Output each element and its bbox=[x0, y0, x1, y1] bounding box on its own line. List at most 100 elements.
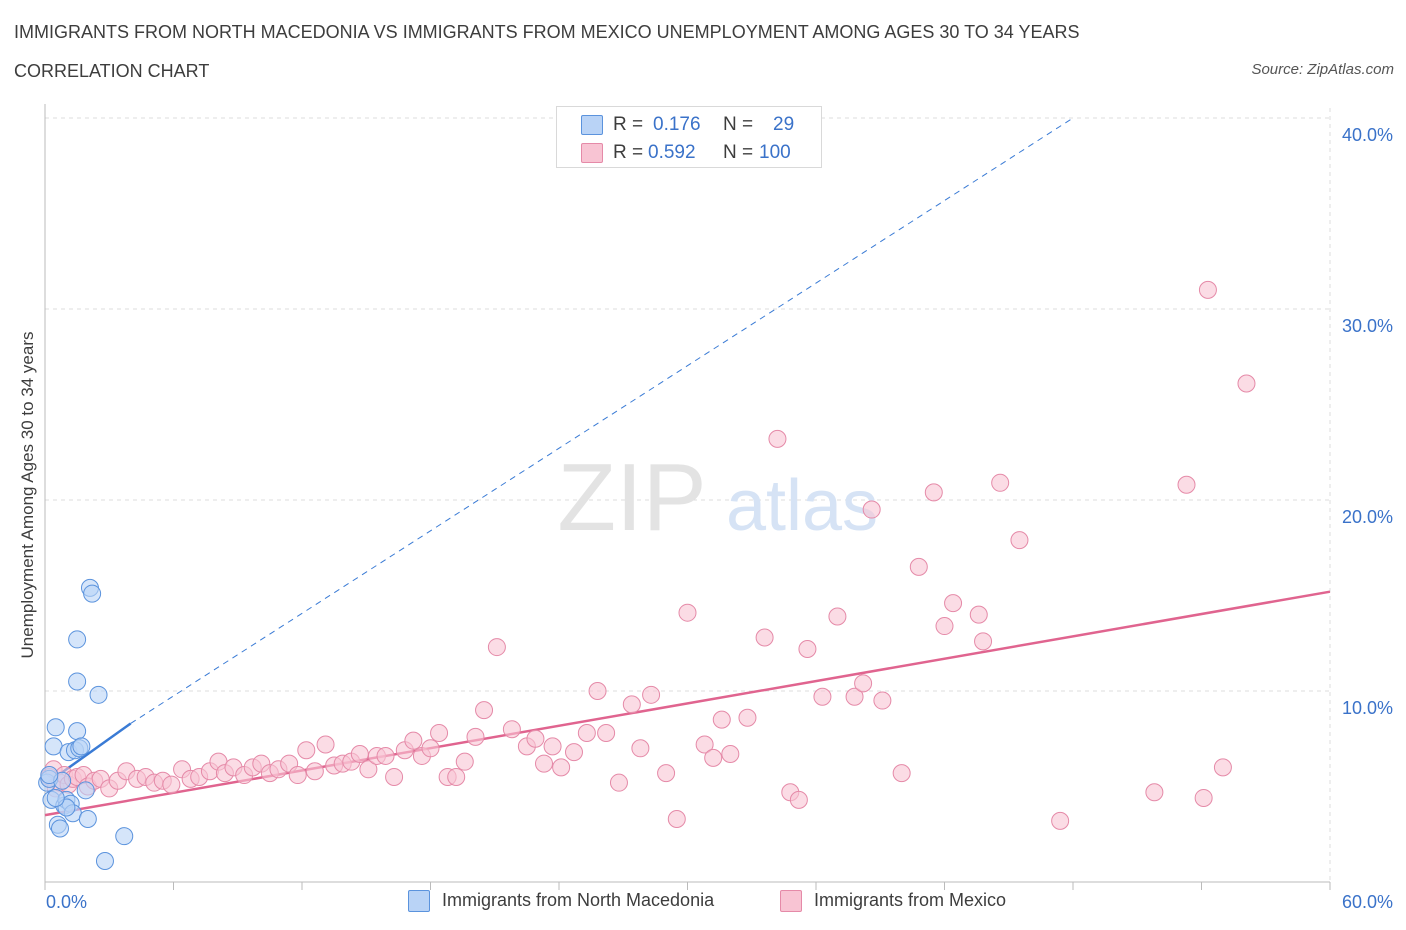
point-mexico bbox=[873, 691, 892, 710]
point-mexico bbox=[704, 748, 723, 767]
point-mexico bbox=[991, 473, 1010, 492]
chart-subtitle: CORRELATION CHART bbox=[14, 61, 210, 81]
point-mexico bbox=[359, 760, 378, 779]
point-mexico bbox=[969, 605, 988, 624]
point-mexico bbox=[350, 745, 369, 764]
point-mexico bbox=[974, 632, 993, 651]
source-credit: Source: ZipAtlas.com bbox=[1251, 61, 1394, 78]
point-mexico bbox=[1051, 811, 1070, 830]
bottom-legend-label: Immigrants from Mexico bbox=[814, 890, 1007, 910]
point-mexico bbox=[543, 737, 562, 756]
point-north-macedonia bbox=[76, 781, 95, 800]
point-mexico bbox=[404, 731, 423, 750]
point-mexico bbox=[695, 735, 714, 754]
point-north-macedonia bbox=[44, 737, 63, 756]
point-mexico bbox=[1194, 788, 1213, 807]
legend-r-label: R = bbox=[613, 114, 644, 135]
point-mexico bbox=[455, 752, 474, 771]
point-mexico bbox=[622, 695, 641, 714]
point-mexico bbox=[609, 773, 628, 792]
point-north-macedonia bbox=[46, 788, 65, 807]
legend-r-value: 0.176 bbox=[653, 114, 701, 135]
point-mexico bbox=[316, 735, 335, 754]
y-tick-label: 10.0% bbox=[1342, 698, 1393, 718]
point-north-macedonia bbox=[95, 851, 114, 870]
point-mexico bbox=[944, 594, 963, 613]
point-north-macedonia bbox=[68, 722, 87, 741]
point-mexico bbox=[657, 764, 676, 783]
point-mexico bbox=[552, 758, 571, 777]
watermark-zip: ZIP bbox=[557, 444, 706, 551]
point-mexico bbox=[854, 674, 873, 693]
point-mexico bbox=[1177, 475, 1196, 494]
point-north-macedonia bbox=[89, 685, 108, 704]
stats-legend: R = 0.176 N = 29 R = 0.592 N = 100 bbox=[556, 106, 822, 168]
point-north-macedonia bbox=[50, 819, 69, 838]
point-mexico bbox=[642, 685, 661, 704]
point-mexico bbox=[909, 557, 928, 576]
point-mexico bbox=[667, 809, 686, 828]
point-mexico bbox=[828, 607, 847, 626]
point-mexico bbox=[466, 727, 485, 746]
legend-swatch-pink bbox=[581, 143, 603, 163]
legend-r-label: R = bbox=[613, 142, 644, 163]
chart-title: IMMIGRANTS FROM NORTH MACEDONIA VS IMMIG… bbox=[14, 22, 1080, 42]
point-mexico bbox=[430, 724, 449, 743]
point-mexico bbox=[588, 682, 607, 700]
point-mexico bbox=[721, 745, 740, 764]
point-mexico bbox=[738, 708, 757, 727]
point-mexico bbox=[421, 739, 440, 758]
point-north-macedonia bbox=[83, 584, 102, 603]
bottom-legend-swatch-pink bbox=[780, 890, 802, 912]
point-mexico bbox=[768, 429, 787, 448]
y-tick-label: 40.0% bbox=[1342, 125, 1393, 145]
point-north-macedonia bbox=[115, 827, 134, 846]
legend-n-value: 29 bbox=[773, 114, 795, 135]
point-mexico bbox=[1198, 280, 1217, 299]
point-mexico bbox=[376, 746, 395, 765]
point-mexico bbox=[755, 628, 774, 647]
point-mexico bbox=[475, 701, 494, 720]
point-mexico bbox=[597, 724, 616, 743]
point-mexico bbox=[631, 739, 650, 758]
point-mexico bbox=[447, 767, 466, 786]
legend-n-value: 100 bbox=[759, 142, 791, 163]
y-tick-label: 30.0% bbox=[1342, 316, 1393, 336]
x-tick-label: 60.0% bbox=[1342, 892, 1393, 912]
point-mexico bbox=[385, 767, 404, 786]
point-mexico bbox=[1213, 758, 1232, 777]
axes bbox=[44, 104, 1331, 890]
watermark-atlas: atlas bbox=[726, 466, 878, 546]
point-mexico bbox=[892, 764, 911, 783]
point-mexico bbox=[502, 720, 521, 739]
point-north-macedonia bbox=[40, 766, 59, 785]
point-mexico bbox=[526, 729, 545, 748]
point-north-macedonia bbox=[68, 630, 87, 649]
trend-mexico bbox=[44, 590, 1331, 817]
point-mexico bbox=[564, 743, 583, 762]
point-mexico bbox=[1237, 374, 1256, 393]
point-mexico bbox=[288, 766, 307, 785]
x-tick-label: 0.0% bbox=[46, 892, 87, 912]
point-mexico bbox=[297, 741, 316, 760]
point-mexico bbox=[162, 775, 181, 794]
watermark: ZIP atlas bbox=[557, 444, 878, 551]
legend-n-label: N = bbox=[723, 142, 754, 163]
tick-labels: 10.0% 20.0% 30.0% 40.0% 0.0% 60.0% bbox=[46, 125, 1393, 912]
legend-n-label: N = bbox=[723, 114, 754, 135]
y-tick-label: 20.0% bbox=[1342, 507, 1393, 527]
point-mexico bbox=[535, 754, 554, 773]
mexico-points bbox=[40, 280, 1256, 830]
point-mexico bbox=[813, 687, 832, 706]
point-mexico bbox=[789, 790, 808, 809]
point-north-macedonia bbox=[72, 737, 91, 756]
point-mexico bbox=[712, 710, 731, 729]
point-mexico bbox=[678, 603, 697, 622]
point-north-macedonia bbox=[78, 809, 97, 828]
point-mexico bbox=[577, 724, 596, 743]
trend-north-macedonia-extrapolated bbox=[130, 117, 1074, 724]
point-mexico bbox=[935, 617, 954, 636]
bottom-legend-swatch-blue bbox=[408, 890, 430, 912]
point-north-macedonia bbox=[46, 718, 65, 737]
